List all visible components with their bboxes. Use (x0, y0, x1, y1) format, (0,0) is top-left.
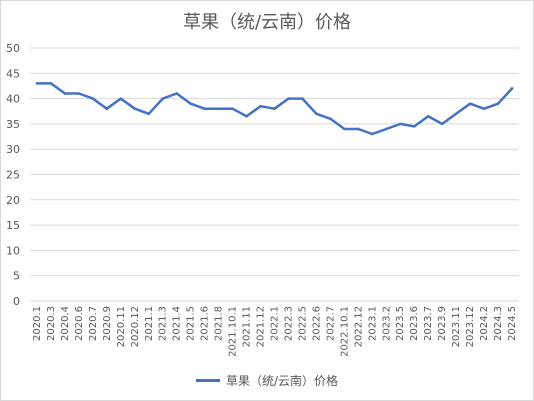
data-point (343, 127, 346, 131)
data-point (440, 122, 444, 126)
data-point (217, 107, 220, 111)
x-tick-label: 2021.6 (200, 306, 211, 341)
data-point (315, 112, 318, 116)
y-tick-label: 35 (6, 118, 20, 131)
data-point (49, 82, 53, 85)
data-point (454, 112, 458, 116)
x-tick-label: 2020.12 (130, 306, 141, 347)
y-axis-ticks: 0 5 10 15 20 25 30 35 40 45 50 (6, 42, 20, 308)
x-tick-label: 2021.3 (158, 306, 169, 341)
data-point (496, 102, 500, 105)
data-point (426, 115, 430, 118)
x-tick-label: 2020.11 (116, 306, 127, 347)
data-point (510, 87, 514, 90)
data-point (287, 97, 290, 100)
x-tick-label: 2021.8 (214, 306, 225, 341)
x-tick-label: 2023.11 (451, 306, 462, 347)
data-point (189, 102, 192, 105)
data-point (231, 107, 234, 111)
x-tick-label: 2023.1 (367, 306, 378, 341)
x-tick-label: 2024.3 (493, 306, 504, 341)
x-tick-label: 2022.7 (325, 306, 336, 341)
x-tick-label: 2023.9 (437, 306, 448, 341)
x-tick-label: 2020.3 (46, 306, 57, 341)
data-point (384, 127, 388, 131)
data-point (329, 117, 332, 121)
x-tick-label: 2023.7 (423, 306, 434, 341)
data-point (301, 97, 304, 100)
x-tick-label: 2021.11 (242, 306, 253, 347)
y-tick-label: 15 (6, 219, 20, 232)
data-point (412, 125, 416, 128)
x-tick-label: 2022.12 (353, 306, 364, 347)
x-tick-label: 2021.10.1 (228, 306, 239, 357)
data-point (203, 107, 206, 111)
data-point (357, 127, 360, 131)
y-tick-label: 0 (13, 295, 20, 308)
x-tick-label: 2020.4 (60, 306, 71, 341)
legend-label: 草果（统/云南）价格 (225, 374, 339, 388)
y-tick-label: 50 (6, 42, 20, 55)
data-point (482, 107, 486, 111)
data-point (119, 97, 123, 100)
x-tick-label: 2022.6 (311, 306, 322, 341)
y-tick-label: 5 (13, 270, 20, 283)
chart-title: 草果（统/云南）价格 (182, 12, 352, 33)
x-tick-label: 2023.12 (465, 306, 476, 347)
data-point (133, 107, 137, 111)
gridlines (30, 47, 519, 302)
x-tick-label: 2023.2 (381, 306, 392, 341)
x-tick-label: 2021.5 (186, 306, 197, 341)
y-tick-label: 45 (6, 67, 20, 80)
data-point (77, 92, 81, 95)
data-point (245, 115, 248, 118)
x-tick-label: 2020.7 (88, 306, 99, 341)
x-tick-label: 2022.5 (297, 306, 308, 341)
x-tick-label: 2021.12 (256, 306, 267, 347)
x-tick-label: 2021.1 (144, 306, 155, 341)
series-layer (35, 82, 514, 136)
x-tick-label: 2022.3 (283, 306, 294, 341)
y-tick-label: 20 (6, 194, 20, 207)
legend: 草果（统/云南）价格 (0, 372, 534, 389)
data-point (371, 132, 374, 136)
x-tick-label: 2024.2 (479, 306, 490, 341)
y-tick-label: 10 (6, 244, 20, 257)
data-point (273, 107, 276, 111)
data-point (259, 104, 262, 108)
data-point (147, 112, 151, 116)
x-axis-ticks: 2020.1 2020.3 2020.4 2020.6 2020.7 2020.9 2020… (32, 306, 518, 357)
x-tick-label: 2021.4 (172, 306, 183, 341)
data-point (161, 97, 165, 100)
x-tick-label: 2020.9 (102, 306, 113, 341)
data-point (63, 92, 67, 95)
x-tick-label: 2024.5 (507, 306, 518, 341)
data-point (468, 102, 472, 105)
x-tick-label: 2022.1 (270, 306, 281, 341)
data-point (105, 107, 109, 111)
x-tick-label: 2023.5 (395, 306, 406, 341)
y-tick-label: 40 (6, 93, 20, 106)
legend-swatch (195, 379, 220, 382)
x-tick-label: 2020.1 (32, 306, 43, 341)
data-point (175, 92, 178, 95)
data-point (35, 82, 39, 85)
data-point (398, 122, 402, 126)
y-tick-label: 25 (6, 169, 20, 182)
y-tick-label: 30 (6, 143, 20, 156)
data-point (91, 97, 95, 100)
x-tick-label: 2020.6 (74, 306, 85, 341)
x-tick-label: 2022.10.1 (339, 306, 350, 357)
x-tick-label: 2023.6 (409, 306, 420, 341)
